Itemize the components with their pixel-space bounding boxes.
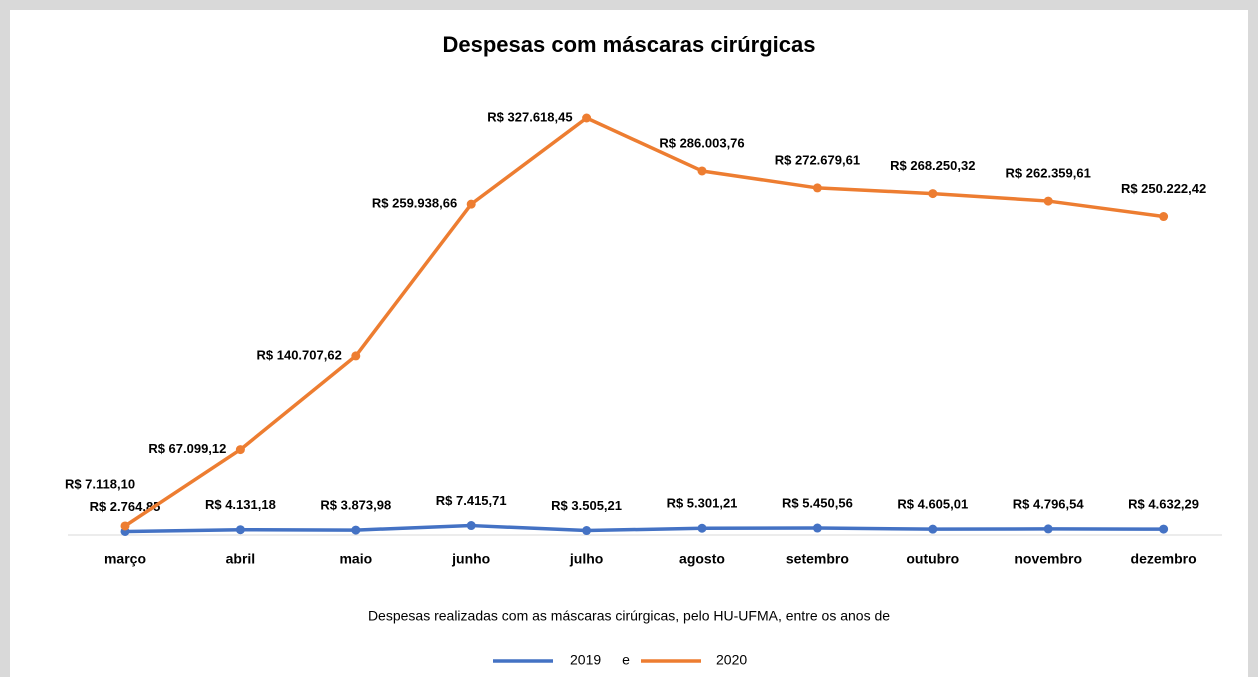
data-label: R$ 272.679,61 <box>775 152 860 167</box>
series-line <box>124 116 1164 528</box>
x-tick-label: março <box>104 551 146 567</box>
data-label: R$ 286.003,76 <box>659 135 744 150</box>
data-point <box>812 523 822 533</box>
legend-joiner: e <box>622 652 630 668</box>
data-point <box>1043 524 1053 534</box>
data-label: R$ 7.118,10 <box>65 476 135 491</box>
data-label: R$ 3.505,21 <box>551 498 622 513</box>
x-tick-label: novembro <box>1014 551 1082 567</box>
data-label: R$ 4.131,18 <box>205 497 276 512</box>
legend-label: 2020 <box>716 652 747 668</box>
legend-label: 2019 <box>570 652 601 668</box>
data-label: R$ 140.707,62 <box>257 347 342 362</box>
data-point <box>235 525 245 535</box>
chart-title: Despesas com máscaras cirúrgicas <box>442 32 815 57</box>
data-point <box>582 113 592 123</box>
chart-area <box>10 10 1248 677</box>
data-point <box>812 183 822 193</box>
data-label: R$ 67.099,12 <box>148 441 226 456</box>
x-tick-label: outubro <box>906 551 959 567</box>
x-tick-label: agosto <box>679 551 725 567</box>
data-point <box>928 524 938 534</box>
data-point <box>1043 196 1053 206</box>
data-label: R$ 7.415,71 <box>436 493 507 508</box>
series-line <box>124 523 1164 534</box>
data-label: R$ 4.796,54 <box>1013 496 1085 511</box>
data-label: R$ 3.873,98 <box>320 498 391 513</box>
x-tick-label: setembro <box>786 551 849 567</box>
x-tick-label: abril <box>226 551 256 567</box>
data-point <box>697 166 707 176</box>
data-label: R$ 2.764,85 <box>90 499 161 514</box>
data-label: R$ 327.618,45 <box>487 109 572 124</box>
caption: Despesas realizadas com as máscaras cirú… <box>368 608 890 624</box>
data-point <box>1159 212 1169 222</box>
data-point <box>351 351 361 361</box>
data-point <box>466 521 476 531</box>
x-tick-label: julho <box>569 551 603 567</box>
data-label: R$ 259.938,66 <box>372 196 457 211</box>
x-tick-label: maio <box>339 551 372 567</box>
data-label: R$ 250.222,42 <box>1121 181 1206 196</box>
data-point <box>1159 524 1169 534</box>
x-tick-label: dezembro <box>1131 551 1197 567</box>
data-point <box>351 525 361 535</box>
data-point <box>697 523 707 533</box>
data-label: R$ 262.359,61 <box>1006 166 1091 181</box>
data-point <box>466 199 476 209</box>
data-label: R$ 4.605,01 <box>897 497 968 512</box>
x-tick-label: junho <box>451 551 490 567</box>
data-point <box>928 189 938 199</box>
data-point <box>120 521 130 531</box>
data-label: R$ 4.632,29 <box>1128 497 1199 512</box>
data-point <box>235 445 245 455</box>
data-point <box>582 526 592 536</box>
data-label: R$ 268.250,32 <box>890 158 975 173</box>
data-label: R$ 5.301,21 <box>667 496 738 511</box>
data-label: R$ 5.450,56 <box>782 495 853 510</box>
